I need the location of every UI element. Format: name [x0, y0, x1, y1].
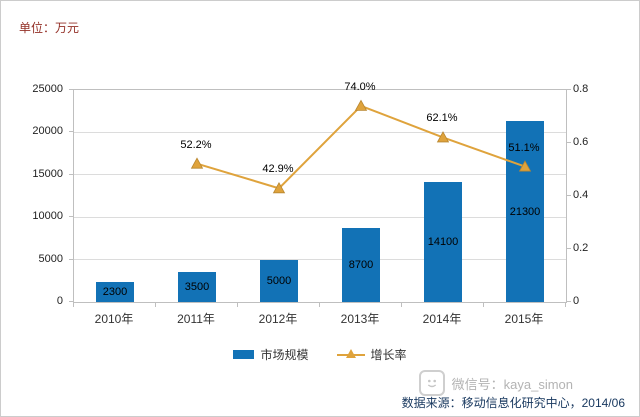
legend: 市场规模 增长率: [1, 346, 639, 363]
y-axis-left-label: 25000: [32, 83, 63, 95]
legend-label-market-size: 市场规模: [260, 348, 309, 362]
axis-tick: [69, 173, 73, 175]
y-axis-left-label: 5000: [38, 252, 63, 265]
axis-tick: [567, 195, 571, 196]
x-axis-label: 2013年: [340, 312, 380, 326]
bar-value-label: 3500: [184, 281, 210, 294]
axis-tick: [73, 303, 74, 307]
bar: 14100: [424, 182, 462, 302]
y-axis-right-label: 0: [573, 295, 580, 307]
watermark-text: 微信号：kaya_simon: [451, 376, 573, 392]
bar-value-label: 5000: [266, 274, 292, 287]
axis-tick: [69, 89, 73, 90]
y-axis-right-label: 0.2: [573, 242, 589, 254]
bar-value-label: 14100: [427, 236, 459, 249]
bar: 3500: [178, 272, 216, 302]
y-axis-left-label: 20000: [32, 125, 63, 138]
triangle-marker-icon: [190, 157, 204, 169]
x-axis-label: 2010年: [94, 312, 134, 326]
triangle-marker-icon: [345, 349, 356, 358]
axis-tick: [69, 301, 73, 302]
bar: 5000: [260, 259, 298, 302]
bar-value-label: 2300: [102, 286, 128, 299]
axis-tick: [565, 303, 566, 307]
bar-value-label: 8700: [348, 259, 374, 272]
triangle-marker-icon: [354, 99, 368, 111]
axis-tick: [567, 248, 571, 249]
axis-tick: [69, 258, 73, 260]
axis-tick: [567, 142, 571, 143]
line-series-swatch: [336, 348, 365, 361]
grid-line: [74, 259, 566, 261]
legend-item-market-size: 市场规模: [233, 346, 309, 363]
bar: 21300: [506, 121, 544, 302]
grid-line: [74, 174, 566, 176]
bar-series-swatch: [233, 350, 255, 359]
growth-line: [190, 99, 532, 194]
line-value-label: 52.2%: [180, 138, 212, 151]
x-axis-label: 2012年: [258, 312, 298, 326]
bar-value-label: 21300: [509, 205, 541, 218]
triangle-marker-icon: [436, 131, 450, 143]
axis-tick: [483, 303, 484, 307]
watermark: 微信号：kaya_simon: [418, 370, 573, 396]
grid-line: [74, 131, 566, 133]
data-source: 数据来源：移动信息化研究中心，2014/06: [401, 396, 625, 410]
line-value-label: 62.1%: [426, 112, 458, 125]
axis-tick: [237, 303, 238, 307]
legend-item-growth-rate: 增长率: [336, 346, 407, 363]
axis-tick: [567, 89, 571, 90]
unit-label: 单位：万元: [19, 21, 80, 35]
line-value-label: 74.0%: [344, 80, 376, 93]
triangle-marker-icon: [518, 160, 532, 172]
y-axis-right-label: 0.8: [573, 83, 589, 95]
line-value-label: 51.1%: [508, 141, 540, 154]
legend-label-growth-rate: 增长率: [370, 348, 407, 362]
bar: 8700: [342, 228, 380, 302]
grid-line: [74, 216, 566, 218]
bar: 2300: [96, 282, 134, 302]
axis-tick: [319, 303, 320, 307]
y-axis-right-label: 0.6: [573, 136, 589, 148]
axis-tick: [401, 303, 402, 307]
watermark-avatar-icon: [418, 370, 445, 396]
line-value-label: 42.9%: [262, 163, 294, 176]
y-axis-left-label: 0: [56, 295, 63, 307]
line-segment: [196, 104, 526, 190]
y-axis-left-label: 15000: [32, 167, 63, 180]
y-axis-left-label: 10000: [32, 210, 63, 223]
axis-tick: [155, 303, 156, 307]
axis-tick: [69, 216, 73, 218]
x-axis-label: 2015年: [504, 312, 544, 326]
x-axis-label: 2011年: [177, 312, 215, 326]
plot-area: 2300 3500 5000 8700 14100 21300: [73, 89, 567, 303]
face-icon: [427, 379, 436, 388]
axis-tick: [69, 131, 73, 133]
triangle-marker-icon: [272, 181, 286, 194]
y-axis-right-label: 0.4: [573, 189, 589, 201]
axis-tick: [567, 301, 571, 302]
x-axis-label: 2014年: [422, 312, 462, 326]
